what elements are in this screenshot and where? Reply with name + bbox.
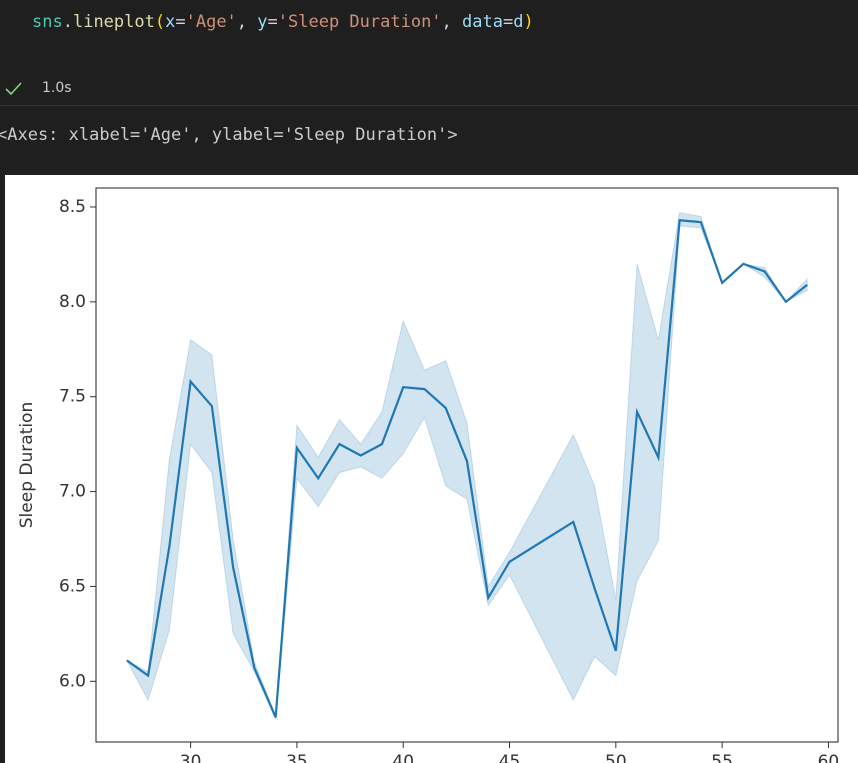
y-tick-label: 8.0 [59, 292, 86, 312]
y-axis-label: Sleep Duration [17, 402, 37, 528]
code-line: sns.lineplot(x='Age', y='Sleep Duration'… [32, 12, 534, 32]
chart: Sleep Duration 6.0 6.5 7.0 7.5 8.0 8.5 30 35 40 4… [5, 175, 858, 763]
code-token: data [462, 12, 503, 32]
duration: 1.0s [42, 80, 72, 96]
code-token: . [62, 12, 73, 32]
code-token: = [267, 12, 278, 32]
code-token: 'Age' [185, 12, 237, 32]
code-token: = [502, 12, 514, 32]
y-tick-label: 7.5 [59, 387, 86, 407]
cell-status: 1.0s [0, 74, 858, 106]
check-icon [5, 82, 22, 96]
code-token: 'Sleep Duration' [277, 12, 442, 32]
y-tick-label: 6.5 [59, 576, 86, 596]
y-tick-label: 6.0 [59, 671, 86, 691]
x-tick-label: 45 [499, 752, 521, 763]
code-token: , [441, 12, 463, 32]
code-token: sns [32, 12, 63, 32]
code-token: lineplot [72, 12, 155, 32]
x-tick-label: 55 [711, 752, 733, 763]
line [126, 219, 808, 718]
y-tick-label: 8.5 [59, 197, 86, 217]
plot-frame [95, 187, 839, 743]
code-token: ( [154, 12, 166, 32]
x-tick-label: 50 [605, 752, 627, 763]
y-tick-label: 7.0 [59, 482, 86, 502]
code-token: ) [523, 12, 534, 32]
code-token: d [513, 12, 524, 32]
code-token: y [257, 12, 268, 32]
output-text: <Axes: xlabel='Age', ylabel='Sleep Durat… [0, 125, 458, 145]
x-tick-label: 35 [286, 752, 308, 763]
code-token: = [175, 12, 186, 32]
x-tick-label: 40 [392, 752, 414, 763]
code-token: , [236, 12, 258, 32]
code-token: x [165, 12, 176, 32]
x-tick-label: 60 [818, 752, 840, 763]
x-tick-label: 30 [180, 752, 202, 763]
